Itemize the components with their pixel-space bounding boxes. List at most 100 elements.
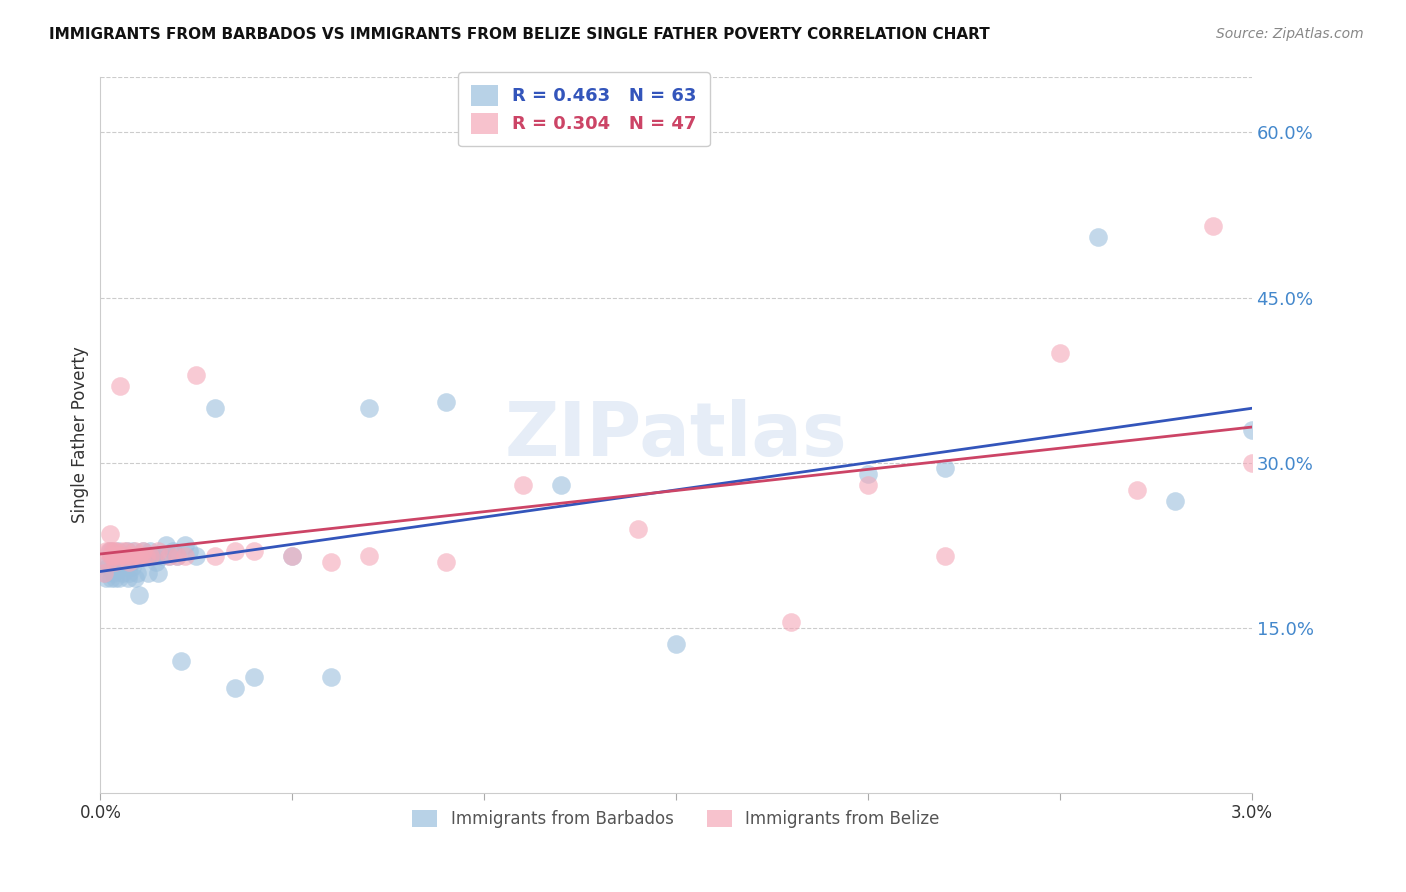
- Point: [1049, 345, 1071, 359]
- Point: [281, 549, 304, 563]
- Point: [103, 549, 125, 563]
- Point: [131, 543, 153, 558]
- Point: [101, 543, 124, 558]
- Point: [94, 571, 117, 585]
- Point: [98, 527, 121, 541]
- Point: [110, 560, 132, 574]
- Point: [319, 670, 342, 684]
- Point: [134, 549, 156, 563]
- Point: [159, 549, 181, 563]
- Point: [141, 549, 163, 563]
- Point: [357, 549, 380, 563]
- Point: [1202, 219, 1225, 233]
- Point: [97, 555, 120, 569]
- Point: [162, 543, 184, 558]
- Point: [112, 549, 135, 563]
- Point: [110, 549, 132, 563]
- Point: [120, 549, 142, 563]
- Point: [1240, 423, 1263, 437]
- Point: [434, 395, 457, 409]
- Point: [934, 461, 956, 475]
- Point: [108, 378, 131, 392]
- Point: [117, 571, 139, 585]
- Point: [129, 549, 152, 563]
- Text: ZIPatlas: ZIPatlas: [505, 399, 848, 472]
- Point: [100, 571, 122, 585]
- Point: [114, 560, 136, 574]
- Point: [135, 549, 157, 563]
- Point: [107, 571, 129, 585]
- Point: [118, 566, 141, 580]
- Point: [1240, 456, 1263, 470]
- Point: [93, 566, 115, 580]
- Point: [281, 549, 304, 563]
- Point: [112, 543, 135, 558]
- Point: [159, 549, 181, 563]
- Point: [434, 555, 457, 569]
- Y-axis label: Single Father Poverty: Single Father Poverty: [72, 347, 89, 524]
- Point: [94, 543, 117, 558]
- Point: [166, 549, 188, 563]
- Point: [1125, 483, 1147, 497]
- Point: [150, 549, 173, 563]
- Point: [856, 467, 879, 481]
- Point: [357, 401, 380, 415]
- Point: [224, 681, 246, 695]
- Point: [108, 555, 131, 569]
- Point: [512, 477, 534, 491]
- Point: [139, 543, 162, 558]
- Point: [97, 543, 120, 558]
- Point: [146, 543, 169, 558]
- Point: [114, 549, 136, 563]
- Point: [319, 555, 342, 569]
- Point: [115, 543, 138, 558]
- Point: [856, 477, 879, 491]
- Point: [166, 549, 188, 563]
- Point: [122, 543, 145, 558]
- Point: [115, 543, 138, 558]
- Point: [136, 566, 159, 580]
- Point: [129, 549, 152, 563]
- Point: [204, 401, 226, 415]
- Point: [224, 543, 246, 558]
- Point: [177, 543, 200, 558]
- Point: [103, 543, 125, 558]
- Point: [170, 654, 193, 668]
- Point: [204, 549, 226, 563]
- Point: [104, 543, 127, 558]
- Point: [125, 566, 148, 580]
- Point: [97, 555, 120, 569]
- Point: [111, 566, 134, 580]
- Point: [627, 522, 650, 536]
- Point: [186, 368, 208, 382]
- Point: [128, 549, 150, 563]
- Point: [104, 571, 127, 585]
- Point: [550, 477, 572, 491]
- Point: [243, 670, 266, 684]
- Point: [145, 555, 167, 569]
- Point: [110, 549, 132, 563]
- Point: [131, 543, 153, 558]
- Point: [1164, 494, 1187, 508]
- Point: [173, 549, 195, 563]
- Point: [101, 549, 124, 563]
- Point: [143, 549, 166, 563]
- Point: [104, 555, 127, 569]
- Point: [100, 549, 122, 563]
- Point: [120, 555, 142, 569]
- Point: [121, 560, 143, 574]
- Point: [112, 555, 135, 569]
- Point: [124, 543, 146, 558]
- Point: [155, 538, 177, 552]
- Point: [243, 543, 266, 558]
- Point: [173, 538, 195, 552]
- Point: [105, 560, 128, 574]
- Point: [128, 588, 150, 602]
- Text: Source: ZipAtlas.com: Source: ZipAtlas.com: [1216, 27, 1364, 41]
- Legend: Immigrants from Barbados, Immigrants from Belize: Immigrants from Barbados, Immigrants fro…: [406, 803, 946, 834]
- Point: [118, 555, 141, 569]
- Point: [139, 549, 162, 563]
- Point: [124, 571, 146, 585]
- Point: [146, 566, 169, 580]
- Text: IMMIGRANTS FROM BARBADOS VS IMMIGRANTS FROM BELIZE SINGLE FATHER POVERTY CORRELA: IMMIGRANTS FROM BARBADOS VS IMMIGRANTS F…: [49, 27, 990, 42]
